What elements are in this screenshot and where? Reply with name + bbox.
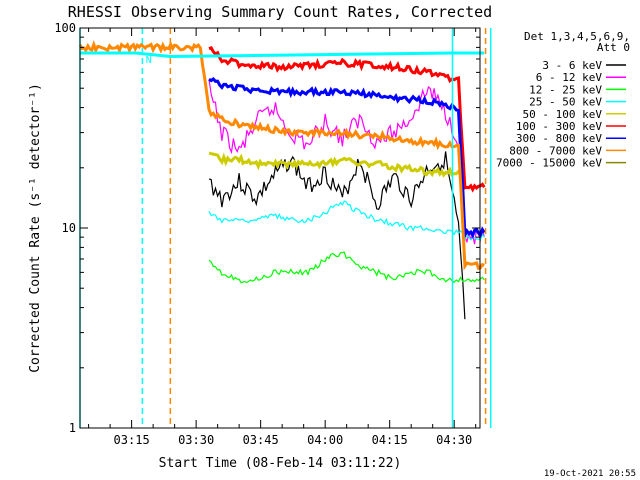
footer-timestamp: 19-Oct-2021 20:55 <box>544 469 636 479</box>
attenuator-label: N <box>146 55 152 66</box>
legend-label: 300 - 800 keV <box>516 132 602 145</box>
y-tick-label: 10 <box>62 221 76 235</box>
legend-label: 25 - 50 keV <box>529 96 602 109</box>
y-tick-label: 100 <box>54 21 76 35</box>
legend-header-2: Att 0 <box>597 41 630 54</box>
legend-label: 3 - 6 keV <box>542 59 602 72</box>
legend-label: 12 - 25 keV <box>529 83 602 96</box>
attenuator-line <box>80 51 485 59</box>
legend-header-1: Det 1,3,4,5,6,9, <box>524 30 630 43</box>
series-line-25-50-kev <box>208 200 485 242</box>
series-line-100-300-kev <box>208 46 486 193</box>
series-line-3-6-kev <box>208 151 466 320</box>
y-tick-label: 1 <box>69 421 76 435</box>
legend-label: 100 - 300 keV <box>516 120 602 133</box>
legend-label: 50 - 100 keV <box>523 108 603 121</box>
legend-label: 7000 - 15000 keV <box>496 157 602 170</box>
plot-frame <box>79 27 481 429</box>
x-axis-label: Start Time (08-Feb-14 03:11:22) <box>159 456 402 471</box>
y-axis-label: Corrected Count Rate (s⁻¹ detector⁻¹) <box>28 83 43 373</box>
series-line-50-100-kev <box>208 151 466 179</box>
legend-label: 6 - 12 keV <box>536 71 603 84</box>
x-tick-label: 04:00 <box>307 433 343 447</box>
chart-title: RHESSI Observing Summary Count Rates, Co… <box>68 3 492 21</box>
x-tick-label: 04:30 <box>436 433 472 447</box>
series-line-6-12-kev <box>208 79 485 245</box>
x-tick-label: 03:15 <box>114 433 150 447</box>
axis-layer: 1 10 100 03:15 03:30 03:45 04:00 04:15 04:30 <box>54 21 480 447</box>
legend-label: 800 - 7000 keV <box>509 144 602 157</box>
series-layer: N <box>78 39 486 320</box>
x-tick-label: 04:15 <box>372 433 408 447</box>
series-line-300-800-kev <box>208 76 486 241</box>
x-tick-label: 03:30 <box>178 433 214 447</box>
x-tick-label: 03:45 <box>243 433 279 447</box>
series-line-800-7000-kev <box>78 39 485 271</box>
series-line-12-25-kev <box>208 251 485 284</box>
